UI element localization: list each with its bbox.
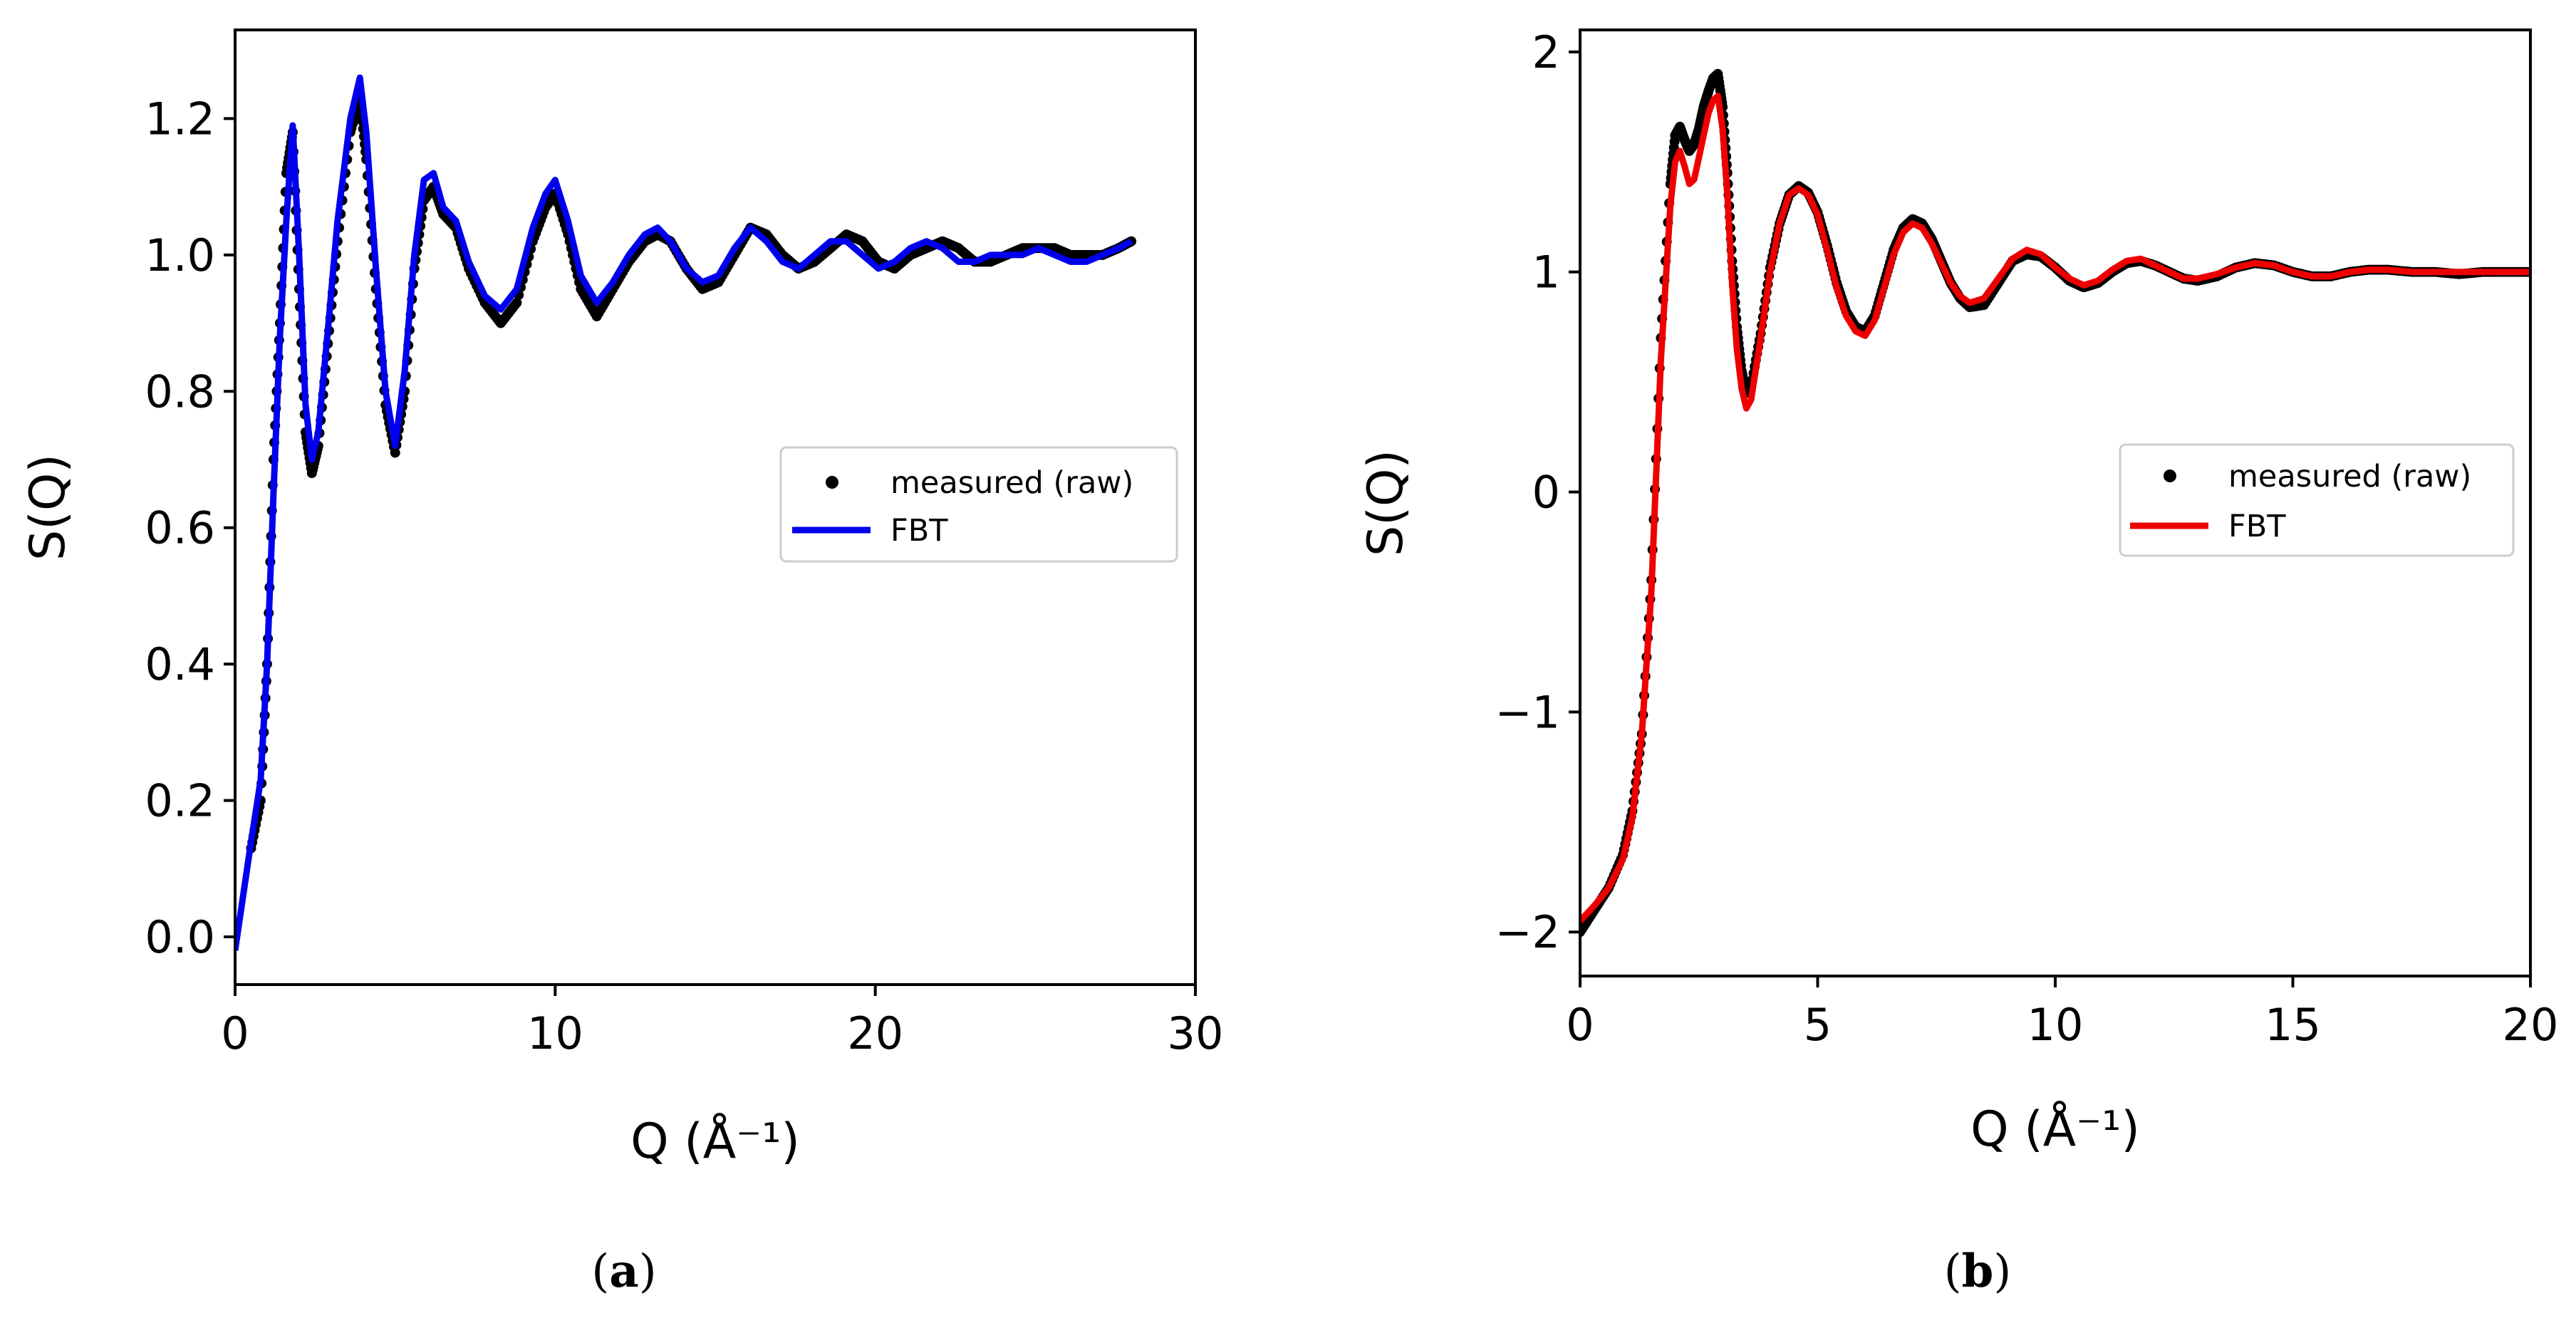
chart-panel-b: −2 −1 0 1 2 0 5 10 15 20 Q (Å⁻¹) S(Q) measured (… xyxy=(1358,26,2558,1298)
legend-box-b xyxy=(2119,443,2515,557)
y-ticks-b: −2 −1 0 1 2 xyxy=(1495,26,1580,958)
x-tick-label: 10 xyxy=(2027,999,2084,1051)
x-tick-label: 5 xyxy=(1804,999,1832,1051)
legend-a: measured (raw) FBT xyxy=(779,446,1178,563)
x-ticks-b: 0 5 10 15 20 xyxy=(1566,976,2558,1051)
y-tick-label: 0.4 xyxy=(145,638,215,690)
x-axis-label-a: Q (Å⁻¹) xyxy=(630,1112,800,1170)
x-ticks-a: 0 10 20 30 xyxy=(221,985,1223,1059)
y-ticks-a: 0.0 0.2 0.4 0.6 0.8 1.0 1.2 xyxy=(145,93,235,963)
x-tick-label: 30 xyxy=(1168,1007,1224,1059)
x-axis-label-b: Q (Å⁻¹) xyxy=(1970,1100,2140,1158)
chart-panel-a: 0.0 0.2 0.4 0.6 0.8 1.0 1.2 0 10 20 30 Q (Å⁻¹) S(… xyxy=(20,28,1223,1298)
x-tick-label: 20 xyxy=(2503,999,2559,1051)
x-tick-label: 0 xyxy=(221,1007,249,1059)
legend-marker-measured-b xyxy=(2164,469,2176,482)
y-tick-label: 1.0 xyxy=(145,229,215,281)
legend-label-fbt-a: FBT xyxy=(890,513,948,549)
caption-letter-a: a xyxy=(609,1245,638,1298)
y-tick-label: −2 xyxy=(1495,906,1560,958)
y-axis-label-b: S(Q) xyxy=(1358,450,1414,556)
y-tick-label: 0.2 xyxy=(145,775,215,827)
x-tick-label: 15 xyxy=(2265,999,2321,1051)
y-tick-label: 0 xyxy=(1532,467,1560,519)
fbt-series-line xyxy=(235,74,1133,951)
plot-frame-a xyxy=(234,28,1197,986)
caption-b: (b) xyxy=(1944,1245,2012,1298)
caption-a: (a) xyxy=(591,1245,656,1298)
measured-point xyxy=(390,447,400,458)
legend-marker-measured-a xyxy=(826,476,838,489)
y-tick-label: 0.8 xyxy=(145,365,215,417)
y-tick-label: 1.2 xyxy=(145,93,215,145)
x-tick-label: 20 xyxy=(847,1007,903,1059)
y-axis-label-a: S(Q) xyxy=(20,454,76,561)
x-tick-label: 10 xyxy=(527,1007,583,1059)
y-tick-label: 1 xyxy=(1532,247,1560,299)
fbt-line-a xyxy=(235,74,1133,951)
legend-b: measured (raw) FBT xyxy=(2119,443,2515,557)
y-tick-label: 2 xyxy=(1532,26,1560,78)
fbt-series-line xyxy=(1580,93,2530,923)
y-tick-label: 0.6 xyxy=(145,502,215,554)
measured-point xyxy=(511,297,522,308)
legend-label-measured-b: measured (raw) xyxy=(2228,459,2471,494)
caption-letter-b: b xyxy=(1962,1245,1994,1298)
y-tick-label: 0.0 xyxy=(145,911,215,963)
legend-label-measured-a: measured (raw) xyxy=(890,465,1133,501)
fbt-line-b xyxy=(1580,93,2530,923)
plot-frame-b xyxy=(1579,28,2532,977)
legend-label-fbt-b: FBT xyxy=(2228,509,2286,544)
legend-box-a xyxy=(779,446,1178,563)
x-tick-label: 0 xyxy=(1566,999,1594,1051)
y-tick-label: −1 xyxy=(1495,686,1560,738)
